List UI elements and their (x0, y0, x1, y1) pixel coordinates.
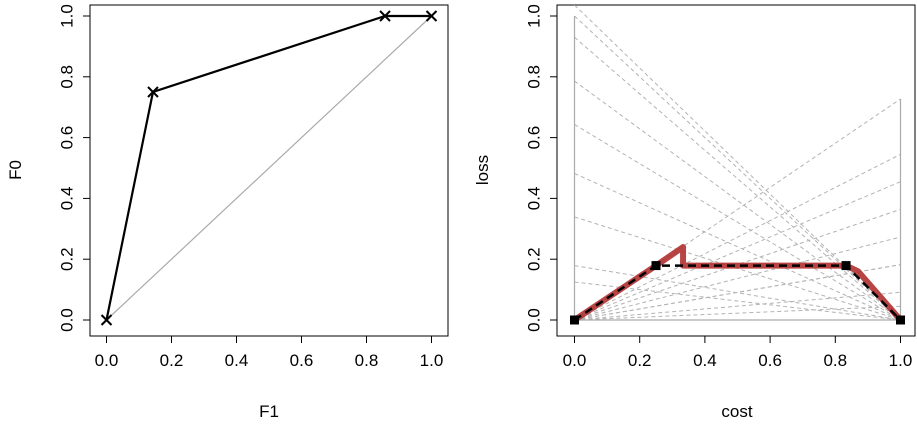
cost-line (574, 208, 901, 321)
cost-line (574, 305, 901, 321)
cost-line (574, 291, 901, 321)
cost-line (574, 281, 901, 321)
x-axis: 0.0 0.2 0.4 0.6 0.8 1.0 (95, 336, 444, 370)
cost-line (574, 153, 901, 321)
x-tick-label: 1.0 (889, 351, 913, 370)
cost-line (574, 181, 901, 321)
cost-line (574, 265, 901, 321)
envelope-point-marker (570, 315, 579, 325)
y-tick-label: 0.0 (524, 308, 543, 332)
y-tick-label: 0.6 (57, 126, 76, 150)
envelope-point-marker (841, 261, 851, 271)
y-axis-label: F0 (6, 160, 25, 180)
cost-line (574, 236, 901, 321)
x-tick-label: 0.6 (290, 351, 314, 370)
envelope-point-marker (896, 315, 905, 325)
roc-point-marker (425, 10, 438, 22)
roc-curve (105, 14, 432, 321)
roc-plot-area (100, 10, 438, 326)
y-tick-label: 1.0 (524, 4, 543, 28)
cost-lines (574, 5, 901, 321)
y-tick-label: 0.2 (524, 247, 543, 271)
x-tick-label: 0.0 (563, 351, 587, 370)
chance-diagonal (106, 15, 432, 321)
cost-line (574, 264, 901, 321)
y-tick-label: 0.2 (57, 247, 76, 271)
y-tick-label: 1.0 (57, 4, 76, 28)
cost-line (574, 124, 901, 321)
cost-line (574, 5, 901, 321)
cost-plot-area (570, 5, 905, 325)
y-axis: 0.0 0.2 0.4 0.6 0.8 1.0 (57, 4, 90, 332)
envelope-point-marker (651, 261, 661, 271)
cost-line (574, 15, 901, 321)
x-tick-label: 1.0 (420, 351, 444, 370)
x-axis-label: F1 (259, 402, 279, 421)
x-tick-label: 0.2 (628, 351, 652, 370)
y-axis-label: loss (473, 155, 492, 185)
cost-line (574, 80, 901, 321)
y-tick-label: 0.8 (524, 65, 543, 89)
x-tick-label: 0.6 (758, 351, 782, 370)
y-tick-label: 0.8 (57, 65, 76, 89)
cost-panel: 0.0 0.2 0.4 0.6 0.8 1.0 0.0 0.2 0.4 0.6 0.8 1.0 co… (473, 4, 916, 421)
roc-point-marker (147, 86, 159, 98)
x-tick-label: 0.4 (693, 351, 717, 370)
roc-panel: 0.0 0.2 0.4 0.6 0.8 1.0 0.0 0.2 0.4 0.6 0.8 1.0 F1… (6, 4, 449, 421)
roc-point-marker (100, 314, 113, 326)
cost-curve-red (571, 244, 904, 323)
y-axis: 0.0 0.2 0.4 0.6 0.8 1.0 (524, 4, 557, 332)
y-tick-label: 0.4 (57, 187, 76, 211)
x-tick-label: 0.4 (225, 351, 249, 370)
x-tick-label: 0.0 (95, 351, 119, 370)
plot-frame (89, 4, 449, 337)
x-tick-label: 0.8 (355, 351, 379, 370)
y-tick-label: 0.4 (524, 187, 543, 211)
lower-envelope (573, 264, 902, 322)
x-axis-label: cost (721, 402, 752, 421)
cost-line (574, 173, 901, 321)
x-axis: 0.0 0.2 0.4 0.6 0.8 1.0 (563, 336, 913, 370)
y-tick-label: 0.0 (57, 308, 76, 332)
cost-line (574, 36, 901, 321)
y-tick-label: 0.6 (524, 126, 543, 150)
x-tick-label: 0.8 (823, 351, 847, 370)
plot-frame (556, 4, 916, 337)
roc-point-marker (379, 10, 391, 22)
x-tick-label: 0.2 (160, 351, 184, 370)
